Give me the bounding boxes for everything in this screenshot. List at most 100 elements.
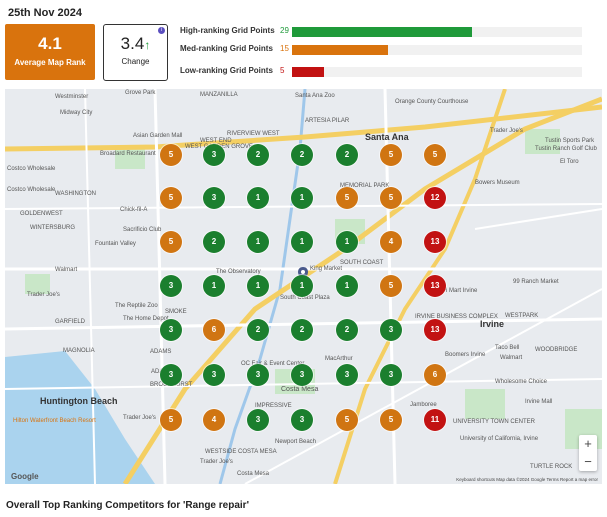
place-label: OC Fair & Event Center (241, 361, 305, 367)
rank-pin[interactable]: 3 (247, 364, 269, 386)
place-label: Wholesome Choice (495, 379, 548, 385)
average-rank-label: Average Map Rank (14, 58, 86, 67)
rank-pin[interactable]: 2 (291, 319, 313, 341)
info-icon[interactable]: i (158, 27, 165, 34)
place-label: ARTESIA PILAR (305, 118, 350, 124)
place-label: WOODBRIDGE (535, 347, 578, 353)
zoom-out-button[interactable]: − (584, 454, 592, 469)
place-label: Trader Joe's (27, 292, 60, 298)
rank-pin[interactable]: 1 (291, 231, 313, 253)
place-label: Walmart (55, 267, 78, 273)
rank-pin[interactable]: 11 (424, 409, 446, 431)
rank-grid-map[interactable]: Grove Park MANZANILLA Westminster Asian … (5, 89, 602, 484)
rank-pin[interactable]: 3 (203, 187, 225, 209)
rank-pin[interactable]: 3 (380, 364, 402, 386)
place-label: El Toro (560, 159, 579, 165)
rank-pin[interactable]: 3 (291, 364, 313, 386)
rank-pin[interactable]: 1 (247, 187, 269, 209)
rank-pin[interactable]: 6 (424, 364, 446, 386)
place-label: UNIVERSITY TOWN CENTER (453, 419, 536, 425)
rank-pin[interactable]: 5 (160, 231, 182, 253)
place-label: MANZANILLA (200, 92, 238, 98)
rank-pin[interactable]: 2 (336, 144, 358, 166)
rank-pin[interactable]: 4 (203, 409, 225, 431)
place-label: Irvine (480, 319, 505, 329)
rank-pin[interactable]: 3 (336, 364, 358, 386)
map-attribution[interactable]: Keyboard shortcuts Map data ©2024 Google… (456, 477, 598, 482)
zoom-in-button[interactable]: + (584, 436, 592, 451)
rank-pin[interactable]: 5 (160, 409, 182, 431)
rank-pin[interactable]: 3 (247, 409, 269, 431)
place-label: IMPRESSIVE (255, 403, 292, 409)
change-card: i 3.4↑ Change (103, 24, 168, 81)
place-label: IRVINE BUSINESS COMPLEX (415, 314, 498, 320)
rank-pin[interactable]: 5 (424, 144, 446, 166)
high-ranking-count: 29 (280, 26, 289, 35)
place-label: GOLDENWEST (20, 211, 63, 217)
rank-pin[interactable]: 5 (160, 144, 182, 166)
place-label: The Reptile Zoo (115, 303, 158, 309)
rank-pin[interactable]: 5 (160, 187, 182, 209)
place-label: Tustin Sports Park (545, 138, 595, 144)
med-ranking-row: Med-ranking Grid Points 15 (180, 43, 602, 57)
rank-pin[interactable]: 12 (424, 187, 446, 209)
rank-pin[interactable]: 3 (380, 319, 402, 341)
place-label: Sacrificio Club (123, 227, 162, 233)
place-label: Orange County Courthouse (395, 99, 469, 105)
rank-pin[interactable]: 5 (380, 187, 402, 209)
rank-pin[interactable]: 2 (203, 231, 225, 253)
rank-pin[interactable]: 3 (203, 364, 225, 386)
rank-pin[interactable]: 3 (291, 409, 313, 431)
map-labels: Grove Park MANZANILLA Westminster Asian … (5, 89, 602, 484)
place-label: Costa Mesa (281, 386, 319, 393)
place-label: Santa Ana Zoo (295, 93, 335, 99)
rank-pin[interactable]: 1 (336, 231, 358, 253)
rank-pin[interactable]: 1 (291, 275, 313, 297)
rank-pin[interactable]: 5 (380, 275, 402, 297)
rank-pin[interactable]: 1 (247, 275, 269, 297)
place-label: WESTSIDE COSTA MESA (205, 449, 277, 455)
average-rank-value: 4.1 (38, 34, 62, 53)
place-label: Huntington Beach (40, 396, 118, 406)
med-ranking-bar (292, 45, 388, 55)
rank-pin[interactable]: 2 (247, 144, 269, 166)
place-label: Bowers Museum (475, 180, 520, 186)
rank-pin[interactable]: 13 (424, 275, 446, 297)
rank-pin[interactable]: 5 (336, 187, 358, 209)
place-label: Walmart (500, 355, 523, 361)
rank-pin[interactable]: 3 (160, 364, 182, 386)
rank-pin[interactable]: 1 (291, 187, 313, 209)
section-title: Overall Top Ranking Competitors for 'Ran… (6, 500, 249, 511)
rank-pin[interactable]: 3 (160, 275, 182, 297)
rank-pin[interactable]: 4 (380, 231, 402, 253)
place-label: Tustin Ranch Golf Club (535, 146, 597, 152)
rank-pin[interactable]: 5 (336, 409, 358, 431)
rank-pin[interactable]: 1 (336, 275, 358, 297)
rank-pin[interactable]: 1 (247, 231, 269, 253)
place-label: Broadard Restaurant (100, 151, 156, 157)
place-label: Asian Garden Mall (133, 133, 183, 139)
rank-pin[interactable]: 1 (203, 275, 225, 297)
rank-pin[interactable]: 3 (160, 319, 182, 341)
place-label: South Coast Plaza (280, 295, 330, 301)
rank-pin[interactable]: 2 (247, 319, 269, 341)
place-label: Trader Joe's (490, 128, 523, 134)
rank-pin[interactable]: 5 (380, 144, 402, 166)
rank-pin[interactable]: 2 (336, 319, 358, 341)
rank-pin[interactable]: 6 (203, 319, 225, 341)
up-arrow-icon: ↑ (144, 38, 151, 52)
place-label: Trader Joe's (123, 415, 156, 421)
rank-pin[interactable]: 5 (380, 409, 402, 431)
place-label: ADAMS (150, 349, 172, 355)
rank-pin[interactable]: 2 (291, 144, 313, 166)
high-ranking-row: High-ranking Grid Points 29 (180, 25, 602, 39)
report-date: 25th Nov 2024 (8, 7, 82, 19)
rank-pin[interactable]: 13 (424, 231, 446, 253)
rank-pin[interactable]: 3 (203, 144, 225, 166)
med-ranking-label: Med-ranking Grid Points (180, 44, 273, 53)
place-label: Hilton Waterfront Beach Resort (13, 418, 96, 424)
place-label: SMOKE (165, 309, 187, 315)
place-label: WINTERSBURG (30, 225, 75, 231)
place-label: WASHINGTON (55, 191, 97, 197)
rank-pin[interactable]: 13 (424, 319, 446, 341)
